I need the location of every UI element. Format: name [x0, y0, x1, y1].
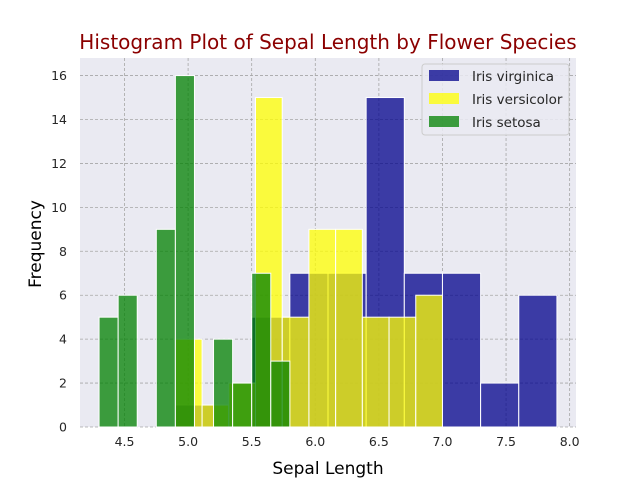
y-axis-label: Frequency — [26, 200, 46, 288]
y-tick-label: 14 — [51, 112, 67, 127]
bar-iris-versicolor — [415, 294, 443, 428]
bar-iris-setosa — [155, 228, 176, 428]
legend-label-iris-setosa: Iris setosa — [472, 115, 541, 131]
y-tick-label: 4 — [59, 332, 67, 347]
x-tick-label: 8.0 — [560, 434, 580, 449]
bar-iris-versicolor — [388, 316, 417, 428]
tick-labels: 4.5 5.0 5.5 6.0 6.5 7.0 7.5 8.0 0 2 4 6 8 10 12 14 16 — [51, 68, 580, 449]
legend-swatch-iris-setosa — [429, 116, 459, 127]
bar-iris-setosa — [270, 360, 291, 428]
legend: Iris virginica Iris versicolor Iris seto… — [421, 63, 570, 136]
bar-iris-virginica — [518, 294, 558, 428]
bar-iris-virginica — [441, 272, 482, 428]
histogram-bars — [98, 75, 558, 428]
legend-label-iris-versicolor: Iris versicolor — [472, 92, 563, 108]
bar-iris-setosa — [98, 316, 119, 428]
x-tick-label: 5.5 — [242, 434, 262, 449]
x-tick-label: 5.0 — [178, 434, 198, 449]
x-tick-label: 6.0 — [305, 434, 325, 449]
chart-title: Histogram Plot of Sepal Length by Flower… — [79, 30, 576, 54]
bar-iris-setosa — [213, 338, 234, 428]
bar-iris-versicolor — [361, 316, 390, 428]
y-tick-label: 0 — [59, 420, 67, 435]
x-axis-label: Sepal Length — [272, 459, 383, 479]
bar-iris-versicolor — [308, 228, 337, 428]
y-tick-label: 8 — [59, 244, 67, 259]
bar-iris-setosa — [174, 75, 195, 428]
y-tick-label: 6 — [59, 288, 67, 303]
bar-iris-virginica — [480, 382, 520, 428]
legend-swatch-iris-versicolor — [429, 93, 459, 104]
bar-iris-setosa — [117, 294, 138, 428]
y-tick-label: 16 — [51, 68, 67, 83]
x-tick-label: 7.0 — [433, 434, 453, 449]
bar-iris-setosa — [251, 272, 272, 428]
y-tick-label: 10 — [51, 200, 67, 215]
legend-swatch-iris-virginica — [429, 70, 459, 81]
legend-label-iris-virginica: Iris virginica — [472, 69, 554, 85]
bar-iris-setosa — [232, 382, 253, 428]
x-tick-label: 7.5 — [496, 434, 516, 449]
y-tick-label: 12 — [51, 156, 67, 171]
x-tick-label: 6.5 — [369, 434, 389, 449]
x-tick-label: 4.5 — [115, 434, 135, 449]
bar-iris-versicolor — [335, 228, 363, 428]
y-tick-label: 2 — [59, 376, 67, 391]
